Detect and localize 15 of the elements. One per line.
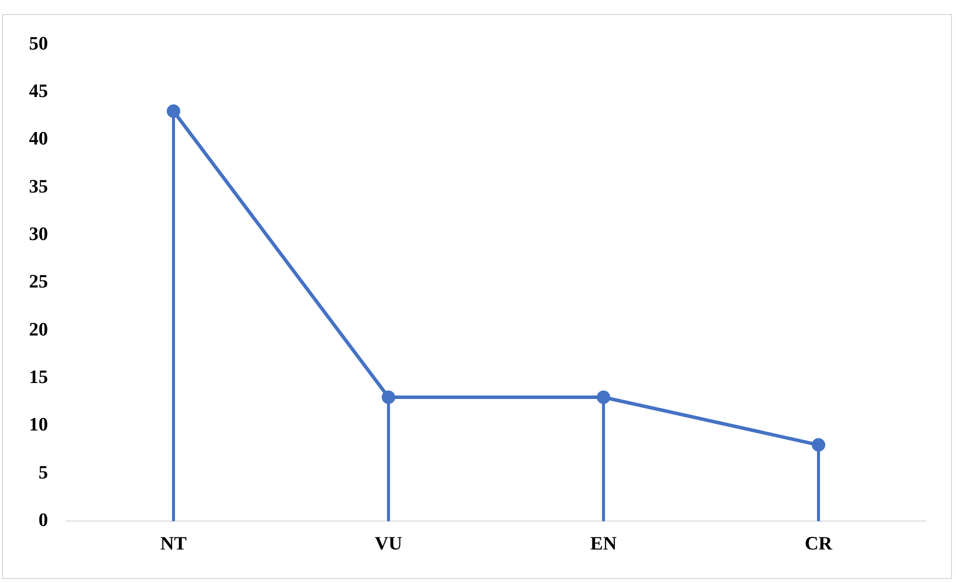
y-tick-label: 50 <box>29 33 48 54</box>
y-tick-label: 40 <box>29 128 48 150</box>
y-tick-label: 5 <box>38 462 48 484</box>
x-tick-label: NT <box>160 534 188 555</box>
y-tick-label: 10 <box>29 414 48 436</box>
y-tick-label: 20 <box>29 319 48 340</box>
y-tick-label: 25 <box>29 272 48 293</box>
x-tick-label: VU <box>374 534 402 555</box>
y-tick-label: 0 <box>38 510 48 532</box>
y-tick-label: 35 <box>29 176 48 198</box>
x-tick-label: EN <box>590 534 617 555</box>
y-tick-label: 15 <box>29 367 48 388</box>
y-tick-label: 45 <box>29 80 48 102</box>
x-tick-label: CR <box>804 534 832 555</box>
y-tick-label: 30 <box>29 224 48 246</box>
